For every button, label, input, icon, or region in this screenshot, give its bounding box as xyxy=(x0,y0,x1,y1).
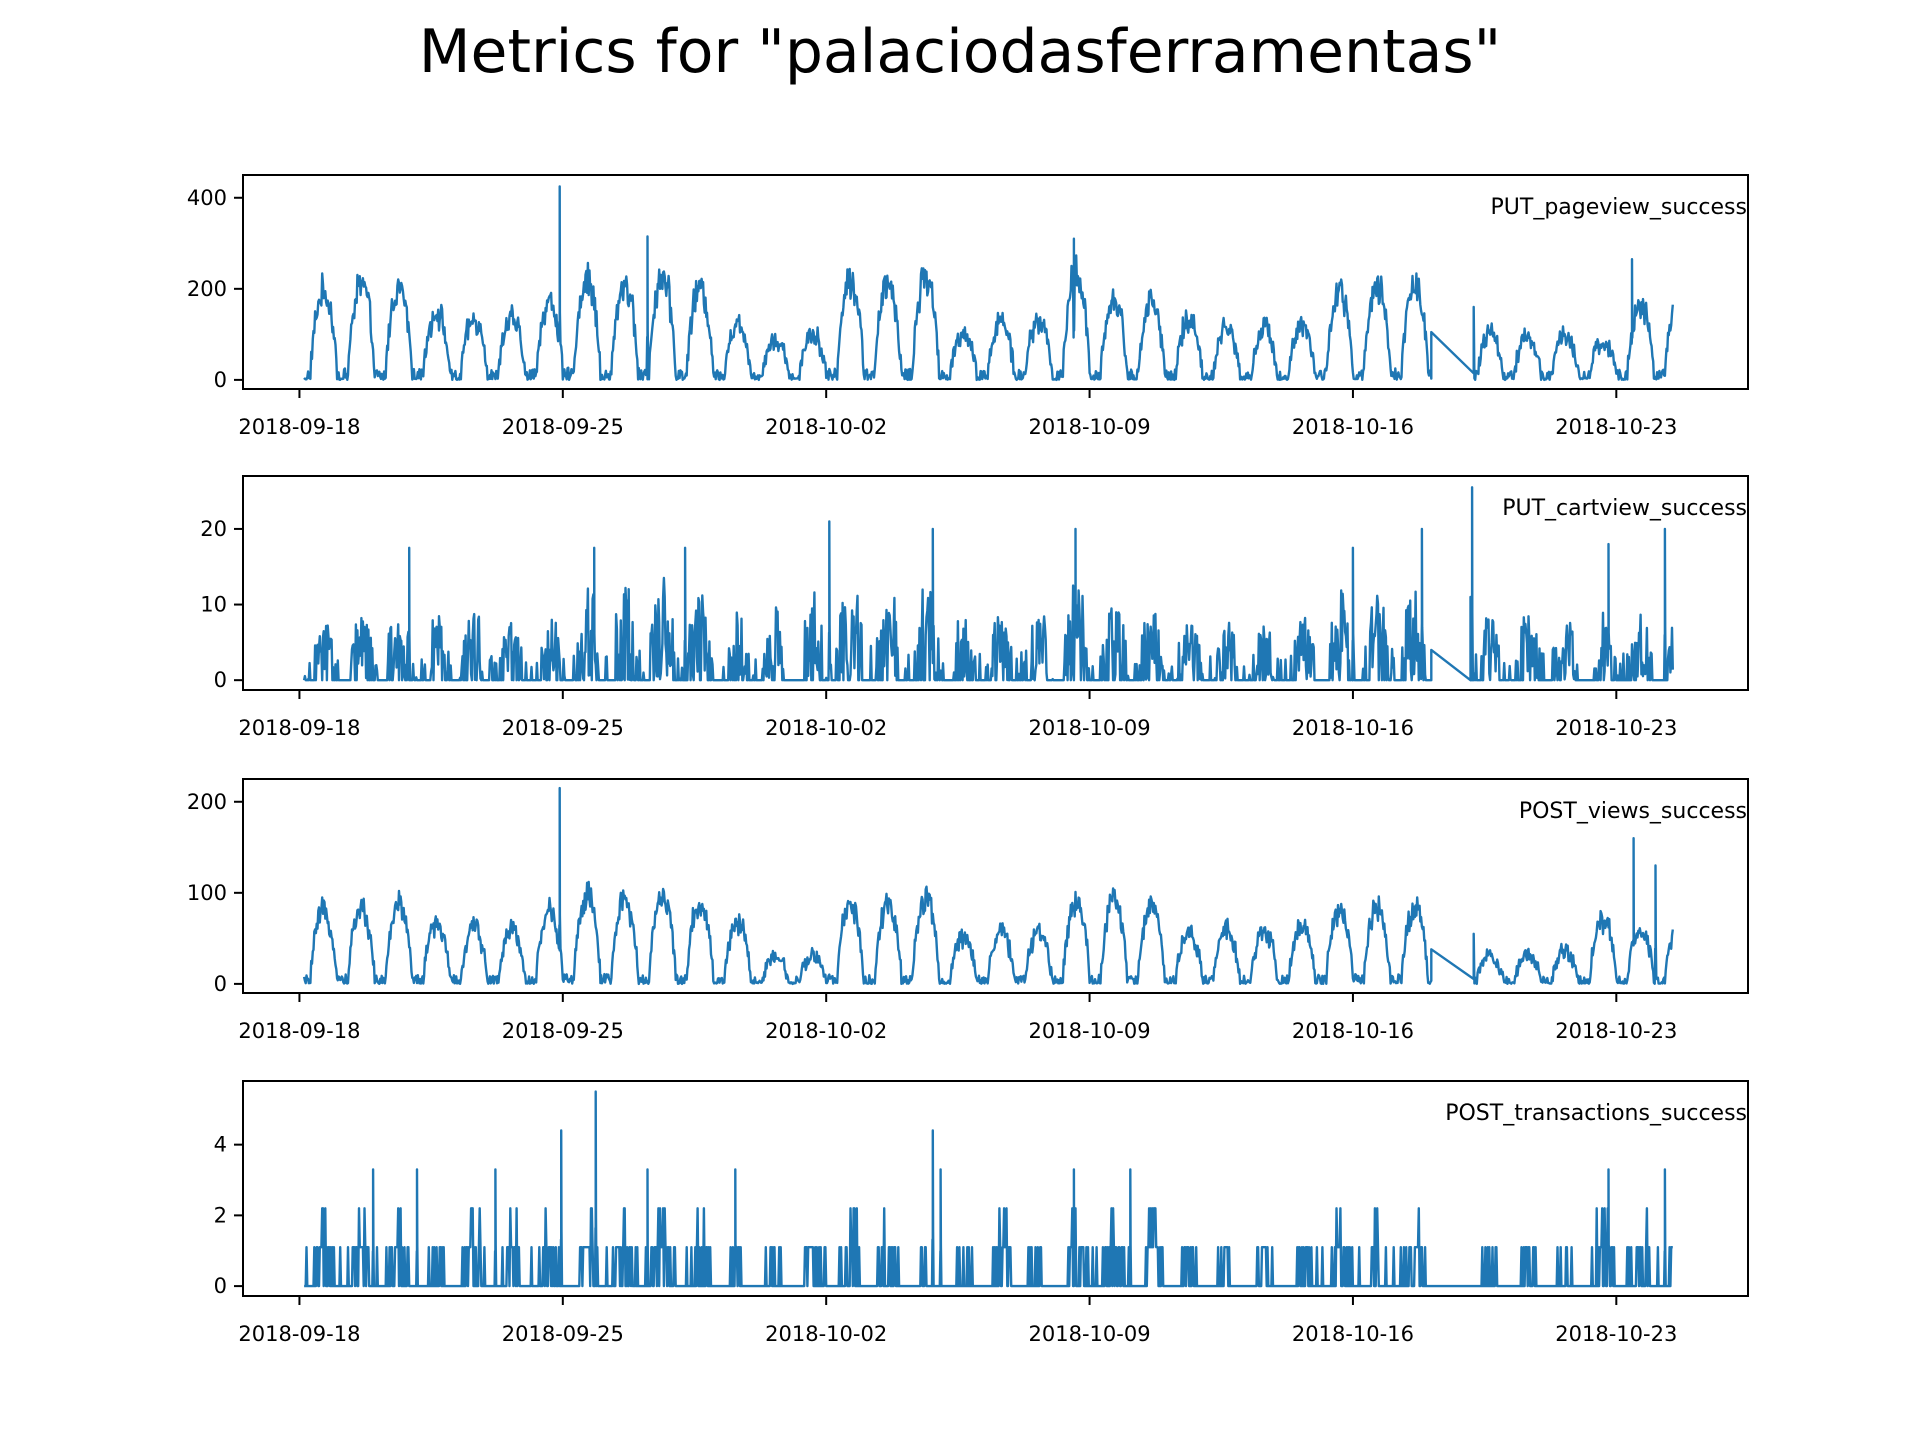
x-tick-label: 2018-10-23 xyxy=(1555,1322,1677,1346)
x-tick-label: 2018-09-25 xyxy=(502,415,624,439)
x-tick-label: 2018-10-23 xyxy=(1555,1019,1677,1043)
axes-frame xyxy=(242,475,1749,691)
y-tick-label: 0 xyxy=(214,368,227,392)
series-legend-label: POST_views_success xyxy=(1519,799,1747,824)
series-line-PUT_pageview_success xyxy=(303,185,1674,382)
x-tick-label: 2018-10-16 xyxy=(1292,415,1414,439)
x-tick-label: 2018-10-09 xyxy=(1029,1322,1151,1346)
y-tick-label: 2 xyxy=(214,1203,227,1227)
y-tick-label: 200 xyxy=(187,790,227,814)
x-tick-label: 2018-10-09 xyxy=(1029,415,1151,439)
x-tick-label: 2018-10-09 xyxy=(1029,1019,1151,1043)
x-tick-label: 2018-10-02 xyxy=(765,716,887,740)
x-tick-label: 2018-10-23 xyxy=(1555,716,1677,740)
x-tick-label: 2018-10-23 xyxy=(1555,415,1677,439)
x-tick-label: 2018-09-18 xyxy=(238,1322,360,1346)
x-tick-label: 2018-10-16 xyxy=(1292,716,1414,740)
subplot-PUT_pageview_success: 0 200 400 2018-09-18 2018-09-25 2018-10-02 201… xyxy=(187,174,1749,439)
x-tick-label: 2018-09-25 xyxy=(502,1322,624,1346)
x-tick-label: 2018-10-02 xyxy=(765,415,887,439)
x-tick-label: 2018-09-25 xyxy=(502,1019,624,1043)
x-tick-label: 2018-09-18 xyxy=(238,1019,360,1043)
axes-frame xyxy=(242,174,1749,390)
y-tick-label: 4 xyxy=(214,1133,227,1157)
x-tick-label: 2018-10-16 xyxy=(1292,1322,1414,1346)
figure-title: Metrics for "palaciodasferramentas" xyxy=(419,17,1501,87)
y-tick-label: 10 xyxy=(200,593,227,617)
axes-frame xyxy=(242,778,1749,994)
subplot-POST_transactions_success: 0 2 4 2018-09-18 2018-09-25 2018-10-02 2018-10… xyxy=(214,1080,1749,1346)
series-legend-label: POST_transactions_success xyxy=(1445,1101,1747,1126)
y-tick-label: 100 xyxy=(187,881,227,905)
x-tick-label: 2018-10-02 xyxy=(765,1019,887,1043)
series-line-PUT_cartview_success xyxy=(302,486,1674,682)
x-tick-label: 2018-09-18 xyxy=(238,716,360,740)
y-tick-label: 0 xyxy=(214,668,227,692)
x-tick-label: 2018-10-16 xyxy=(1292,1019,1414,1043)
y-tick-label: 400 xyxy=(187,186,227,210)
series-line-POST_views_success xyxy=(302,786,1674,986)
x-tick-label: 2018-10-02 xyxy=(765,1322,887,1346)
series-legend-label: PUT_cartview_success xyxy=(1502,496,1747,521)
y-tick-label: 200 xyxy=(187,277,227,301)
y-tick-label: 0 xyxy=(214,972,227,996)
y-tick-label: 0 xyxy=(214,1274,227,1298)
x-tick-label: 2018-09-25 xyxy=(502,716,624,740)
x-tick-label: 2018-09-18 xyxy=(238,415,360,439)
series-legend-label: PUT_pageview_success xyxy=(1491,195,1747,220)
subplot-PUT_cartview_success: 0 10 20 2018-09-18 2018-09-25 2018-10-02 2018-… xyxy=(200,475,1749,740)
axes-frame xyxy=(242,1080,1749,1297)
series-line-POST_transactions_success xyxy=(303,1090,1674,1288)
y-tick-label: 20 xyxy=(200,517,227,541)
x-tick-label: 2018-10-09 xyxy=(1029,716,1151,740)
subplot-POST_views_success: 0 100 200 2018-09-18 2018-09-25 2018-10-02 201… xyxy=(187,778,1749,1043)
